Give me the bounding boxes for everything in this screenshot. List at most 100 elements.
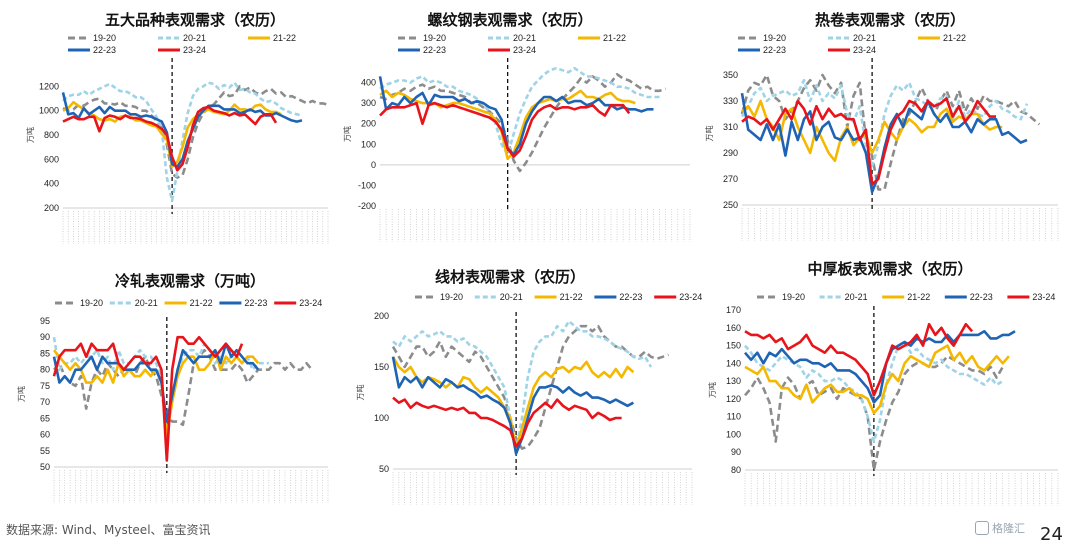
series-line-19-20	[391, 324, 669, 450]
y-tick-label: 65	[40, 413, 50, 423]
y-tick-label: 100	[726, 429, 741, 439]
y-tick-label: 60	[40, 430, 50, 440]
chart-title: 冷轧表观需求（万吨）	[115, 272, 265, 290]
legend-label-21-22: 21-22	[560, 292, 583, 302]
y-tick-label: 300	[361, 98, 376, 108]
y-tick-label: -200	[358, 201, 376, 211]
legend-label-21-22: 21-22	[273, 33, 296, 43]
y-tick-label: 270	[723, 174, 738, 184]
chart-title: 螺纹钢表观需求（农历）	[427, 11, 592, 29]
legend-label-19-20: 19-20	[423, 33, 446, 43]
series-line-23-24	[744, 322, 974, 397]
y-tick-label: 100	[374, 413, 389, 423]
legend-label-21-22: 21-22	[603, 33, 626, 43]
series-line-19-20	[379, 73, 667, 173]
series-line-23-24	[741, 97, 996, 186]
y-tick-label: 90	[40, 332, 50, 342]
chart-panel-2: 螺纹钢表观需求（农历） 19-20 20-21 21-22 22-23 23-24 -200…	[342, 11, 691, 242]
legend-label-22-23: 22-23	[423, 45, 446, 55]
y-tick-label: 200	[361, 119, 376, 129]
series-line-22-23	[378, 76, 654, 156]
page-number: 24	[1040, 524, 1063, 545]
legend-label-22-23: 22-23	[93, 45, 116, 55]
series-line-22-23	[744, 329, 1016, 404]
y-tick-label: 120	[726, 394, 741, 404]
legend-label-19-20: 19-20	[763, 33, 786, 43]
legend-label-22-23: 22-23	[619, 292, 642, 302]
legend-label-20-21: 20-21	[853, 33, 876, 43]
series-line-21-22	[62, 100, 282, 168]
legend-label-20-21: 20-21	[845, 292, 868, 302]
series-line-21-22	[744, 344, 1010, 415]
series-line-23-24	[52, 335, 244, 462]
legend-label-19-20: 19-20	[440, 292, 463, 302]
y-axis-label: 万吨	[355, 385, 365, 401]
legend-label-19-20: 19-20	[80, 298, 103, 308]
y-tick-label: 140	[726, 358, 741, 368]
y-tick-label: 310	[723, 122, 738, 132]
series-line-21-22	[741, 99, 1003, 163]
y-axis-label: 万吨	[704, 126, 714, 142]
y-tick-label: 55	[40, 446, 50, 456]
legend-label-21-22: 21-22	[907, 292, 930, 302]
y-tick-label: 330	[723, 96, 738, 106]
y-tick-label: 1000	[39, 106, 59, 116]
watermark-logo: 格隆汇	[975, 518, 1033, 538]
y-tick-label: 80	[40, 365, 50, 375]
y-tick-label: 150	[726, 341, 741, 351]
chart-panel-1: 五大品种表观需求（农历） 19-20 20-21 21-22 22-23 23-24 200…	[25, 11, 329, 244]
legend-label-23-24: 23-24	[1032, 292, 1055, 302]
data-source-note: 数据来源: Wind、Mysteel、富宝资讯	[6, 523, 211, 537]
series-line-23-24	[379, 101, 631, 158]
series-line-19-20	[744, 354, 1004, 472]
series-line-23-24	[62, 105, 278, 172]
series-line-20-21	[740, 78, 1029, 168]
y-tick-label: 250	[723, 200, 738, 210]
y-tick-label: 600	[44, 154, 59, 164]
legend-label-23-24: 23-24	[183, 45, 206, 55]
legend-label-23-24: 23-24	[853, 45, 876, 55]
series-line-22-23	[740, 92, 1028, 194]
series-line-20-21	[392, 319, 653, 450]
y-tick-label: 290	[723, 148, 738, 158]
series-line-20-21	[379, 66, 660, 156]
y-axis-label: 万吨	[707, 382, 717, 398]
y-tick-label: 100	[361, 139, 376, 149]
legend-label-20-21: 20-21	[513, 33, 536, 43]
y-tick-label: 150	[374, 362, 389, 372]
y-tick-label: 160	[726, 323, 741, 333]
watermark-text: 格隆汇	[992, 522, 1025, 535]
legend-label-23-24: 23-24	[299, 298, 322, 308]
y-tick-label: 90	[731, 447, 741, 457]
y-tick-label: 50	[379, 464, 389, 474]
y-tick-label: 350	[723, 70, 738, 80]
y-tick-label: 0	[371, 160, 376, 170]
series-line-20-21	[52, 336, 269, 443]
y-tick-label: 200	[374, 311, 389, 321]
chart-title: 线材表观需求（农历）	[435, 268, 585, 286]
legend-label-21-22: 21-22	[190, 298, 213, 308]
series-line-23-24	[392, 396, 622, 448]
chart-title: 中厚板表观需求（农历）	[807, 260, 972, 278]
y-axis-label: 万吨	[16, 386, 26, 402]
y-tick-label: 95	[40, 316, 50, 326]
chart-panel-5: 线材表观需求（农历） 19-20 20-21 21-22 22-23 23-24 50 100…	[355, 268, 702, 505]
y-tick-label: 1200	[39, 81, 59, 91]
y-tick-label: 50	[40, 462, 50, 472]
y-axis-label: 万吨	[342, 126, 352, 142]
series-line-20-21	[62, 81, 303, 202]
legend-label-20-21: 20-21	[135, 298, 158, 308]
y-tick-label: -100	[358, 180, 376, 190]
legend-label-19-20: 19-20	[782, 292, 805, 302]
y-axis-label: 万吨	[25, 127, 35, 143]
logo-icon	[975, 521, 989, 535]
legend-label-22-23: 22-23	[244, 298, 267, 308]
legend-label-22-23: 22-23	[970, 292, 993, 302]
chart-panel-6: 中厚板表观需求（农历） 19-20 20-21 21-22 22-23 23-24 80 90…	[707, 260, 1059, 506]
y-tick-label: 75	[40, 381, 50, 391]
y-tick-label: 170	[726, 305, 741, 315]
legend-label-19-20: 19-20	[93, 33, 116, 43]
chart-panel-3: 热卷表观需求（农历） 19-20 20-21 21-22 22-23 23-24 250 27…	[704, 11, 1059, 241]
legend-label-21-22: 21-22	[943, 33, 966, 43]
